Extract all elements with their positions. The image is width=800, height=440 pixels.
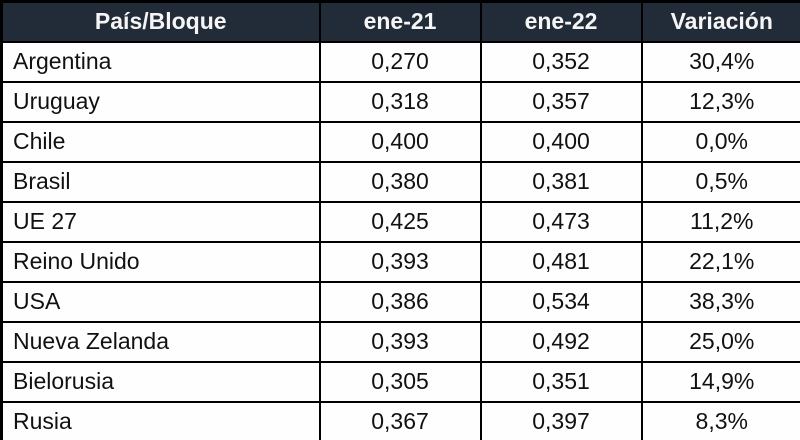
table-row: Chile 0,400 0,400 0,0% (0, 120, 800, 163)
cell-value-ene22: 0,473 (479, 200, 643, 243)
table-row: Argentina 0,270 0,352 30,4% (0, 40, 800, 83)
cell-value-variacion: 8,3% (640, 400, 800, 440)
cell-value-variacion: 11,2% (640, 200, 800, 243)
cell-country-name: Rusia (0, 400, 321, 440)
cell-country-name: Reino Unido (0, 240, 321, 283)
cell-value-ene22: 0,492 (479, 320, 643, 363)
cell-value-ene22: 0,400 (479, 120, 643, 163)
cell-country-name: UE 27 (0, 200, 321, 243)
cell-country-name: USA (0, 280, 321, 323)
table-row: Rusia 0,367 0,397 8,3% (0, 400, 800, 440)
cell-country-name: Bielorusia (0, 360, 321, 403)
cell-value-ene22: 0,357 (479, 80, 643, 123)
cell-value-ene22: 0,381 (479, 160, 643, 203)
header-variacion: Variación (640, 0, 800, 43)
table-row: Reino Unido 0,393 0,481 22,1% (0, 240, 800, 283)
cell-value-variacion: 0,5% (640, 160, 800, 203)
cell-value-variacion: 14,9% (640, 360, 800, 403)
table-row: Nueva Zelanda 0,393 0,492 25,0% (0, 320, 800, 363)
cell-value-variacion: 30,4% (640, 40, 800, 83)
cell-value-variacion: 38,3% (640, 280, 800, 323)
cell-value-ene21: 0,380 (318, 160, 482, 203)
cell-country-name: Nueva Zelanda (0, 320, 321, 363)
table-row: Uruguay 0,318 0,357 12,3% (0, 80, 800, 123)
header-ene-22: ene-22 (479, 0, 643, 43)
cell-value-ene22: 0,352 (479, 40, 643, 83)
cell-value-variacion: 25,0% (640, 320, 800, 363)
header-ene-21: ene-21 (318, 0, 482, 43)
header-pais-bloque: País/Bloque (0, 0, 321, 43)
table-row: USA 0,386 0,534 38,3% (0, 280, 800, 323)
cell-value-ene21: 0,393 (318, 320, 482, 363)
cell-country-name: Uruguay (0, 80, 321, 123)
table-row: UE 27 0,425 0,473 11,2% (0, 200, 800, 243)
cell-country-name: Chile (0, 120, 321, 163)
cell-value-ene21: 0,318 (318, 80, 482, 123)
cell-country-name: Brasil (0, 160, 321, 203)
cell-value-variacion: 0,0% (640, 120, 800, 163)
cell-country-name: Argentina (0, 40, 321, 83)
cell-value-ene22: 0,481 (479, 240, 643, 283)
table-row: Bielorusia 0,305 0,351 14,9% (0, 360, 800, 403)
table-header: País/Bloque ene-21 ene-22 Variación (0, 0, 800, 43)
cell-value-ene22: 0,351 (479, 360, 643, 403)
cell-value-variacion: 12,3% (640, 80, 800, 123)
cell-value-ene22: 0,534 (479, 280, 643, 323)
cell-value-ene21: 0,270 (318, 40, 482, 83)
header-row: País/Bloque ene-21 ene-22 Variación (0, 0, 800, 43)
cell-value-ene21: 0,367 (318, 400, 482, 440)
table-row: Brasil 0,380 0,381 0,5% (0, 160, 800, 203)
cell-value-ene21: 0,305 (318, 360, 482, 403)
cell-value-ene21: 0,400 (318, 120, 482, 163)
cell-value-ene21: 0,386 (318, 280, 482, 323)
cell-value-ene21: 0,425 (318, 200, 482, 243)
cell-value-ene21: 0,393 (318, 240, 482, 283)
cell-value-variacion: 22,1% (640, 240, 800, 283)
table-body: Argentina 0,270 0,352 30,4% Uruguay 0,318 0,35… (0, 40, 800, 440)
cell-value-ene22: 0,397 (479, 400, 643, 440)
